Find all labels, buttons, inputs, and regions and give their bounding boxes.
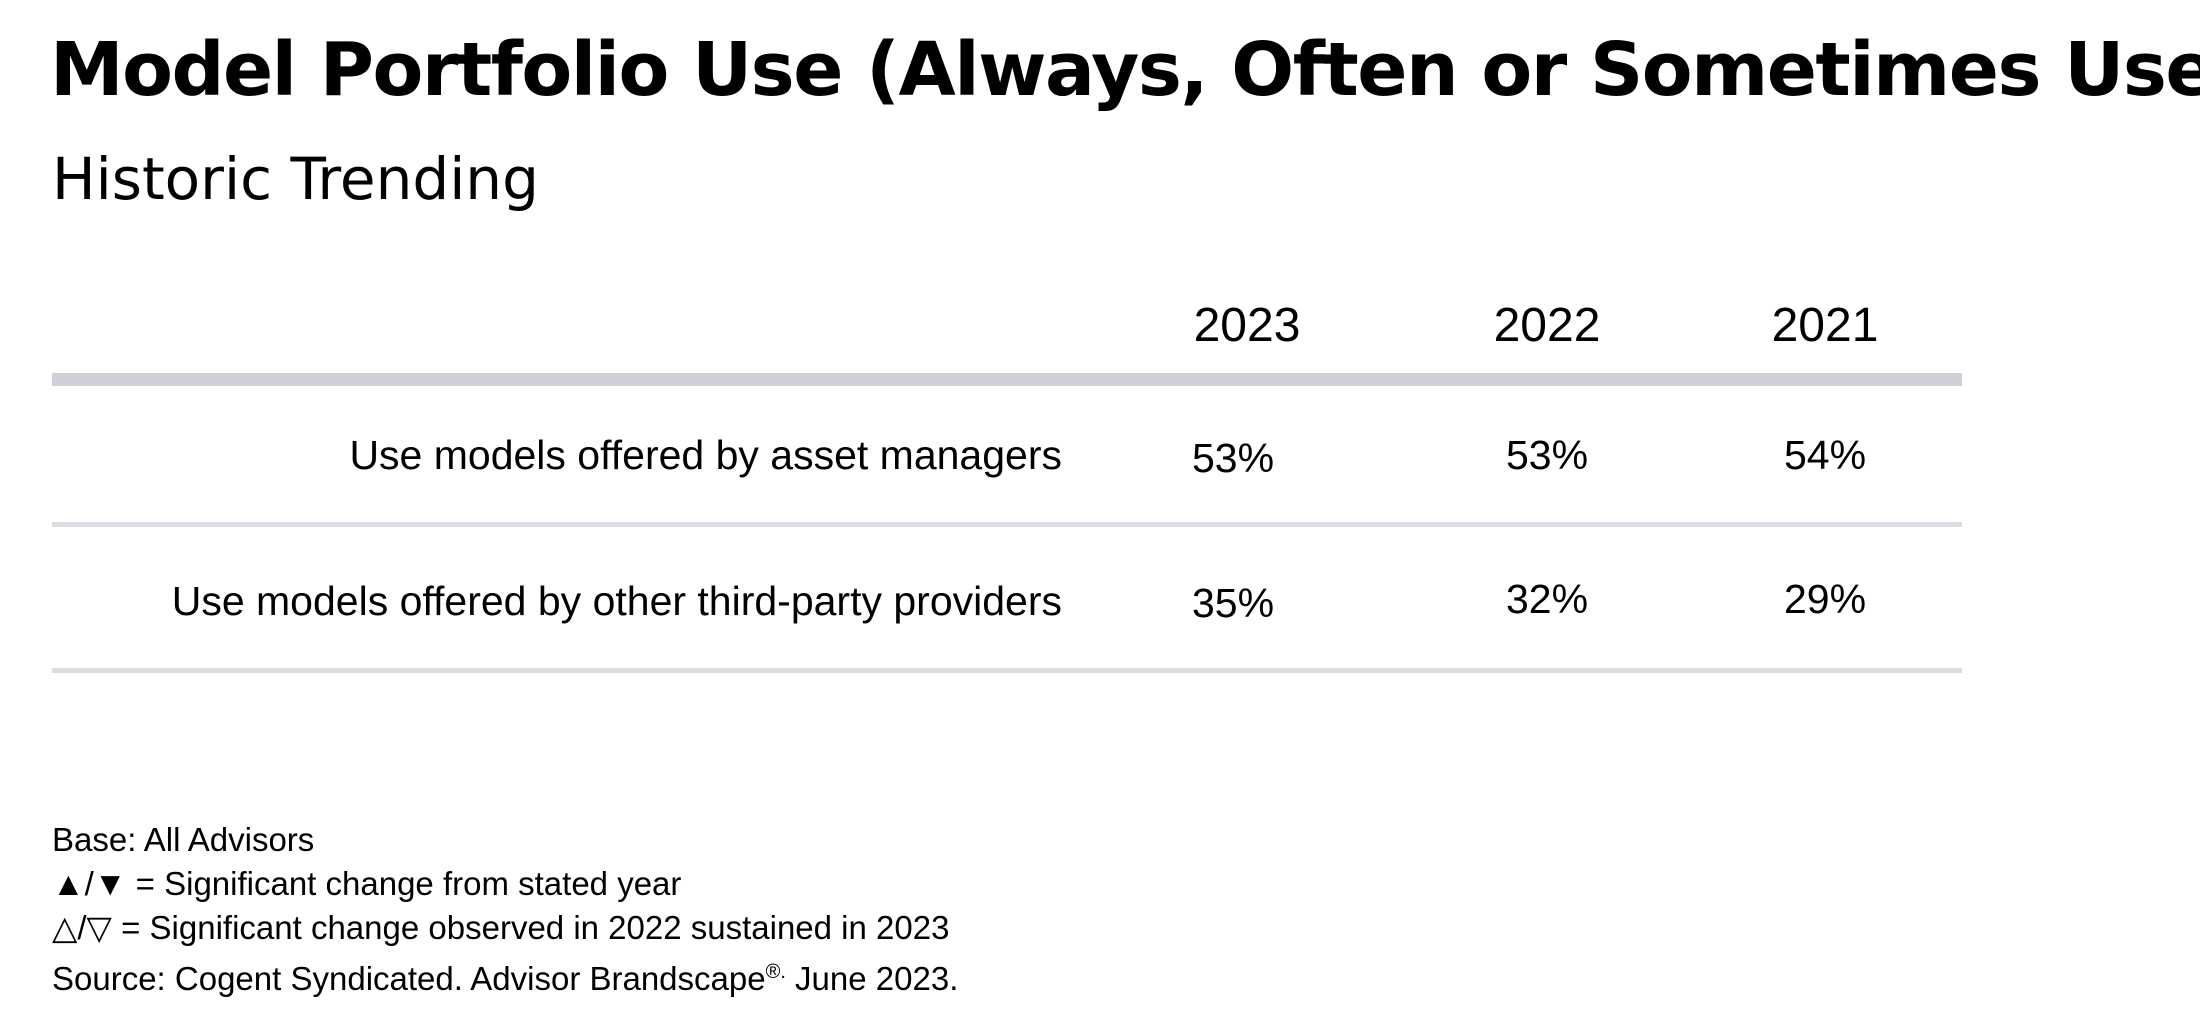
source-date: June 2023. — [785, 960, 959, 997]
row-divider — [52, 522, 1962, 527]
column-header-2021: 2021 — [1771, 299, 1879, 352]
header-divider — [52, 373, 1962, 386]
table-cell: 53% — [1191, 435, 1275, 481]
column-header-2023: 2023 — [1193, 299, 1301, 352]
chart-subtitle: Historic Trending — [52, 145, 539, 213]
row-divider — [52, 668, 1962, 673]
registered-mark: ®. — [765, 961, 786, 983]
table-cell: 29% — [1783, 576, 1867, 622]
table-cell: 32% — [1505, 576, 1589, 622]
table-cell: 53% — [1505, 432, 1589, 478]
table-cell: 54% — [1783, 432, 1867, 478]
significance-legend-filled: ▲/▼ = Significant change from stated yea… — [52, 865, 682, 902]
footnotes: Base: All Advisors ▲/▼ = Significant cha… — [52, 818, 958, 1001]
row-label-third-party: Use models offered by other third-party … — [171, 578, 1062, 624]
source-note: Source: Cogent Syndicated. Advisor Brand… — [52, 950, 958, 1001]
base-note: Base: All Advisors — [52, 821, 315, 858]
column-header-2022: 2022 — [1493, 299, 1601, 352]
table-cell: 35% — [1191, 580, 1275, 626]
chart-title: Model Portfolio Use (Always, Often or So… — [50, 27, 2200, 113]
source-text: Source: Cogent Syndicated. Advisor Brand… — [52, 960, 766, 997]
significance-legend-outline: △/▽ = Significant change observed in 202… — [52, 909, 950, 946]
row-label-asset-managers: Use models offered by asset managers — [349, 432, 1062, 478]
